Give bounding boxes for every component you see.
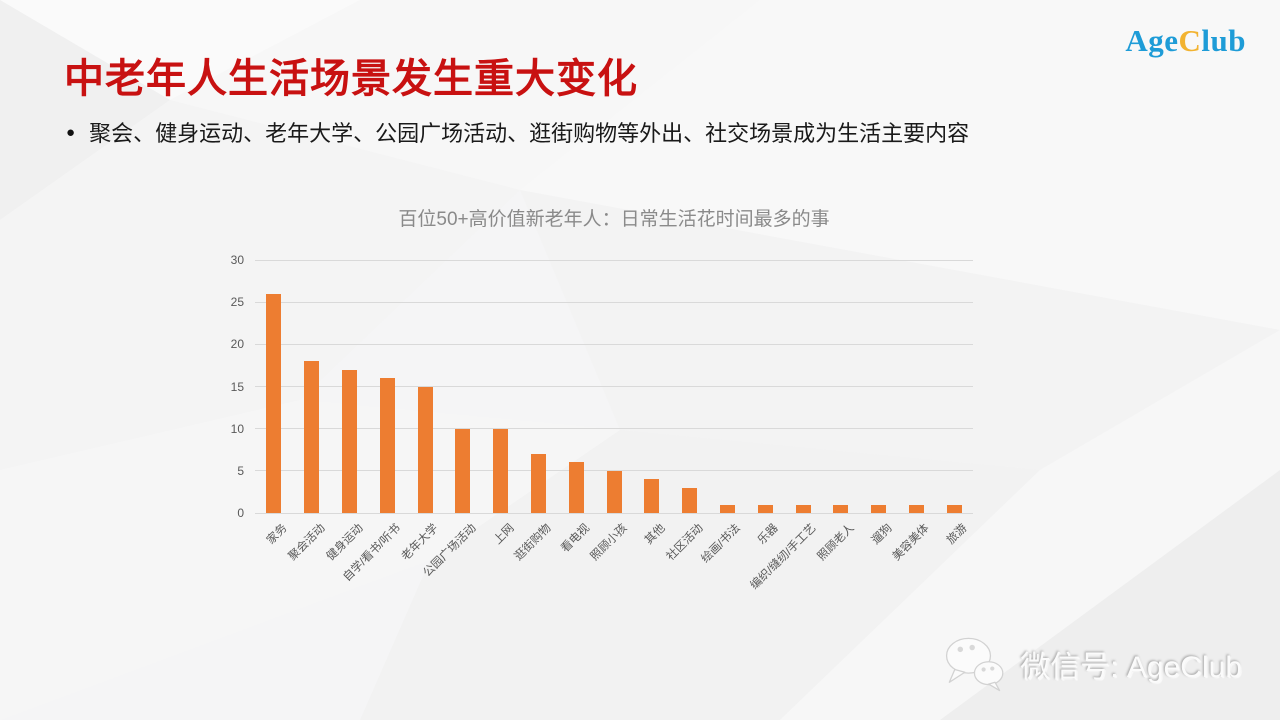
x-axis-label: 绘画/书法: [699, 522, 744, 566]
bar-slot: 看电视: [557, 260, 595, 555]
bar-slot: 健身运动: [324, 260, 369, 563]
gridline: [255, 470, 973, 472]
y-axis-tick-label: 15: [230, 379, 244, 394]
wechat-footer: 微信号: AgeClub: [942, 634, 1242, 694]
bar: [871, 504, 887, 513]
y-axis-tick-label: 0: [237, 506, 244, 520]
bar-slot: 编织/缝纫/手工艺: [749, 260, 822, 592]
bar: [946, 504, 962, 513]
bar-slot: 家务: [255, 260, 293, 547]
bar: [606, 470, 622, 513]
logo-part-c: C: [1178, 23, 1202, 58]
bar: [530, 453, 546, 513]
gridline: [255, 428, 973, 430]
wechat-id-text: 微信号: AgeClub: [1020, 651, 1242, 684]
bar-slot: 遛狗: [860, 260, 898, 547]
x-axis-label: 逛街购物: [513, 522, 555, 564]
bar-slot: 旅游: [935, 260, 973, 547]
y-axis-tick-label: 5: [237, 463, 244, 478]
bars: 家务 聚会活动 健身运动 自学/看书/听书 老年大学 公园广场活动 上网 逛街购物 看电视 照顾小…: [255, 260, 973, 592]
bar: [493, 428, 509, 513]
y-axis-tick-label: 25: [230, 295, 244, 310]
bar: [682, 487, 698, 513]
x-axis-label: 遛狗: [869, 522, 895, 547]
y-axis-tick-label: 30: [230, 253, 244, 267]
gridline: [255, 343, 973, 345]
gridline: [255, 386, 973, 387]
bar-slot: 自学/看书/听书: [341, 260, 406, 584]
x-axis-label: 旅游: [945, 522, 970, 547]
logo-part-lub: lub: [1201, 23, 1246, 58]
page-title: 中老年人生活场景发生重大变化: [64, 57, 638, 101]
bar-slot: 逛街购物: [513, 260, 558, 563]
bar-slot: 上网: [482, 260, 520, 547]
gridline: [255, 301, 973, 303]
x-axis-label: 照顾小孩: [588, 522, 630, 564]
gridline: [255, 259, 973, 261]
gridline: [255, 512, 973, 514]
bar-slot: 照顾小孩: [589, 260, 633, 563]
bar: [644, 479, 660, 513]
bar: [833, 504, 849, 513]
bar: [757, 504, 773, 513]
bar: [304, 361, 320, 513]
bullet-text: 聚会、健身运动、老年大学、公园广场活动、逛街购物等外出、社交场景成为生活主要内容: [89, 121, 970, 146]
bar: [719, 504, 735, 513]
bar-slot: 乐器: [746, 260, 784, 547]
bar: [266, 293, 282, 513]
bar-slot: 美容美体: [891, 260, 936, 563]
bullet-icon: ●: [66, 123, 76, 141]
plot-area: 家务 聚会活动 健身运动 自学/看书/听书 老年大学 公园广场活动 上网 逛街购物 看电视 照顾小…: [231, 253, 973, 592]
y-axis-tick-label: 10: [230, 421, 244, 436]
bar: [341, 369, 357, 513]
bar-slot: 社区活动: [664, 260, 709, 563]
y-axis-tick-label: 20: [230, 337, 244, 352]
bar-slot: 照顾老人: [815, 260, 860, 563]
bar: [417, 386, 433, 513]
ageclub-logo: AgeClub: [1125, 23, 1246, 59]
bar: [908, 504, 924, 513]
bar-slot: 公园广场活动: [421, 260, 482, 579]
x-axis-label: 家务: [264, 522, 290, 547]
x-axis-label: 其他: [642, 522, 668, 547]
x-axis-label: 美容美体: [891, 522, 933, 564]
bar-slot: 其他: [633, 260, 671, 547]
bullet-line: ● 聚会、健身运动、老年大学、公园广场活动、逛街购物等外出、社交场景成为生活主要…: [66, 116, 969, 148]
x-axis-label: 照顾老人: [815, 522, 857, 564]
bar-slot: 老年大学: [400, 260, 444, 563]
bar: [455, 428, 471, 513]
bar: [568, 462, 584, 513]
bar: [795, 504, 811, 513]
bar-slot: 绘画/书法: [700, 260, 747, 565]
bar: [379, 378, 395, 513]
chart-title: 百位50+高价值新老年人：日常生活花时间最多的事: [398, 209, 830, 230]
x-axis-label: 上网: [491, 522, 517, 547]
bar-slot: 聚会活动: [286, 260, 331, 563]
wechat-icon: [942, 634, 1006, 694]
logo-part-age: Age: [1125, 23, 1179, 58]
x-axis-label: 乐器: [756, 522, 781, 547]
x-axis-label: 聚会活动: [286, 522, 328, 564]
